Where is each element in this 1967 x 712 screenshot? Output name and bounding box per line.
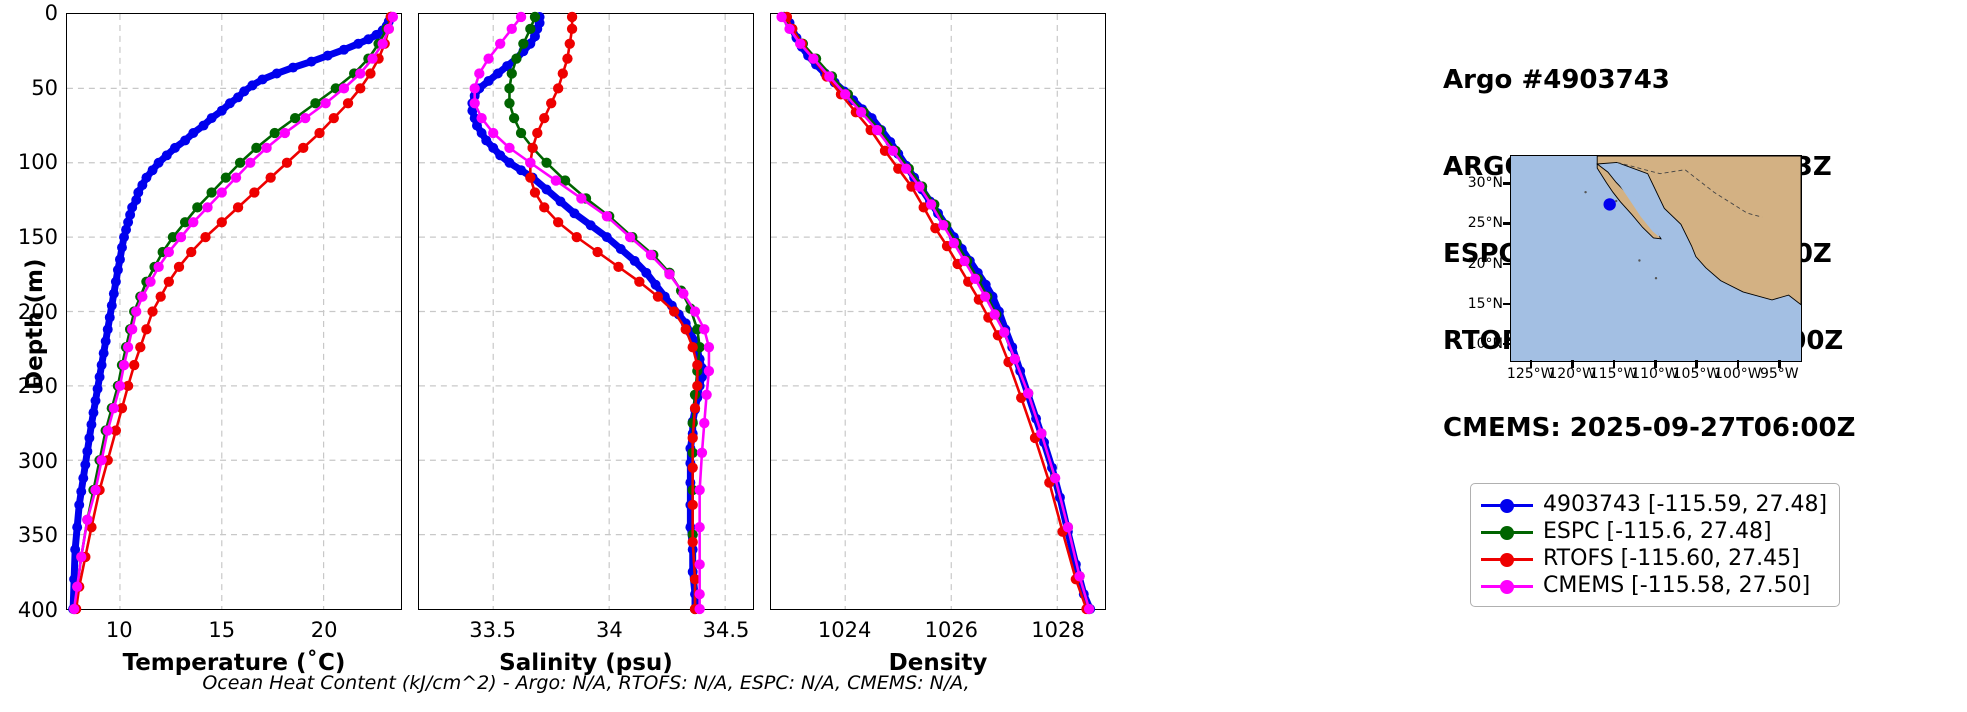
x-axis-title: Temperature (˚C) bbox=[122, 650, 346, 676]
map-lon-label: 115°W bbox=[1589, 366, 1638, 382]
legend-item-label: RTOFS [-115.60, 27.45] bbox=[1543, 546, 1800, 571]
map-lat-tick bbox=[1503, 302, 1511, 306]
map-lon-label: 125°W bbox=[1506, 366, 1555, 382]
legend-item-label: ESPC [-115.6, 27.48] bbox=[1543, 519, 1772, 544]
map-lat-label: 30°N bbox=[1467, 175, 1503, 192]
info-line-cmems: CMEMS: 2025-09-27T06:00Z bbox=[1443, 413, 1856, 443]
x-tick-label: 33.5 bbox=[469, 618, 517, 642]
legend-line-marker-icon bbox=[1481, 495, 1533, 515]
depth-tick-label: 250 bbox=[17, 374, 58, 399]
x-axis-title: Salinity (psu) bbox=[499, 650, 673, 676]
depth-tick-label: 0 bbox=[44, 1, 58, 25]
map-lon-label: 105°W bbox=[1672, 366, 1721, 382]
depth-tick-label: 200 bbox=[17, 299, 58, 324]
depth-axis-label: Depth (m) bbox=[22, 258, 48, 390]
map-lat-tick bbox=[1503, 222, 1511, 225]
depth-tick-label: 350 bbox=[17, 523, 58, 548]
legend-item[interactable]: RTOFS [-115.60, 27.45] bbox=[1481, 545, 1827, 572]
legend-item-label: CMEMS [-115.58, 27.50] bbox=[1543, 573, 1811, 598]
map-lon-tick bbox=[1654, 360, 1657, 368]
map-lon-label: 95°W bbox=[1759, 366, 1799, 382]
legend-line-marker-icon bbox=[1481, 549, 1533, 569]
depth-tick-label: 300 bbox=[17, 448, 58, 473]
series-legend: 4903743 [-115.59, 27.48] ESPC [-115.6, 27… bbox=[1470, 483, 1841, 607]
map-lat-tick bbox=[1503, 342, 1511, 346]
depth-tick-label: 50 bbox=[31, 75, 58, 100]
location-map: 30°N 25°N 20°N 15°N 10°N 125°W 120°W 115°W 110°W… bbox=[1455, 150, 1855, 382]
map-lon-tick bbox=[1736, 360, 1740, 368]
depth-tick-label: 400 bbox=[17, 598, 58, 622]
depth-tick-label: 150 bbox=[17, 224, 58, 249]
x-tick-label: 15 bbox=[208, 618, 236, 642]
map-geometry bbox=[1584, 156, 1801, 306]
map-lat-tick bbox=[1503, 182, 1511, 185]
legend-item[interactable]: ESPC [-115.6, 27.48] bbox=[1481, 518, 1827, 545]
map-canvas bbox=[1510, 155, 1802, 362]
map-lat-label: 25°N bbox=[1467, 215, 1503, 232]
map-lon-tick bbox=[1529, 360, 1533, 368]
map-lat-label: 10°N bbox=[1467, 335, 1503, 352]
map-lon-label: 100°W bbox=[1714, 366, 1762, 382]
legend-item[interactable]: CMEMS [-115.58, 27.50] bbox=[1481, 572, 1827, 599]
map-lat-tick bbox=[1503, 262, 1511, 266]
x-tick-label: 20 bbox=[310, 618, 338, 642]
map-lon-tick bbox=[1778, 360, 1781, 368]
density-profile-panel bbox=[770, 11, 1106, 615]
x-tick-label: 1028 bbox=[1031, 618, 1085, 642]
x-tick-label: 1024 bbox=[817, 618, 872, 642]
temperature-plot-area bbox=[67, 11, 401, 615]
legend-item-label: 4903743 [-115.59, 27.48] bbox=[1543, 492, 1828, 517]
x-tick-label: 34 bbox=[595, 618, 623, 642]
salinity-profile-panel bbox=[418, 11, 754, 615]
x-axis-title: Density bbox=[888, 650, 988, 676]
legend-item[interactable]: 4903743 [-115.59, 27.48] bbox=[1481, 491, 1827, 518]
map-lon-label: 120°W bbox=[1548, 366, 1596, 382]
map-lon-tick bbox=[1612, 360, 1616, 368]
map-lat-label: 15°N bbox=[1467, 295, 1503, 312]
x-tick-label: 34.5 bbox=[702, 618, 750, 642]
x-tick-label: 1026 bbox=[924, 618, 979, 642]
density-plot-area bbox=[771, 11, 1105, 615]
map-lon-tick bbox=[1571, 360, 1574, 368]
x-tick-label: 10 bbox=[105, 618, 133, 642]
map-lat-label: 20°N bbox=[1467, 255, 1503, 272]
map-lon-label: 110°W bbox=[1631, 366, 1679, 382]
legend-line-marker-icon bbox=[1481, 576, 1533, 596]
map-lon-tick bbox=[1695, 360, 1698, 368]
salinity-plot-area bbox=[419, 11, 753, 615]
temperature-profile-panel bbox=[66, 11, 402, 615]
depth-tick-label: 100 bbox=[17, 150, 58, 175]
info-line-title: Argo #4903743 bbox=[1443, 65, 1670, 95]
ocean-heat-content-footnote: Ocean Heat Content (kJ/cm^2) - Argo: N/A… bbox=[202, 672, 970, 694]
legend-line-marker-icon bbox=[1481, 522, 1533, 542]
